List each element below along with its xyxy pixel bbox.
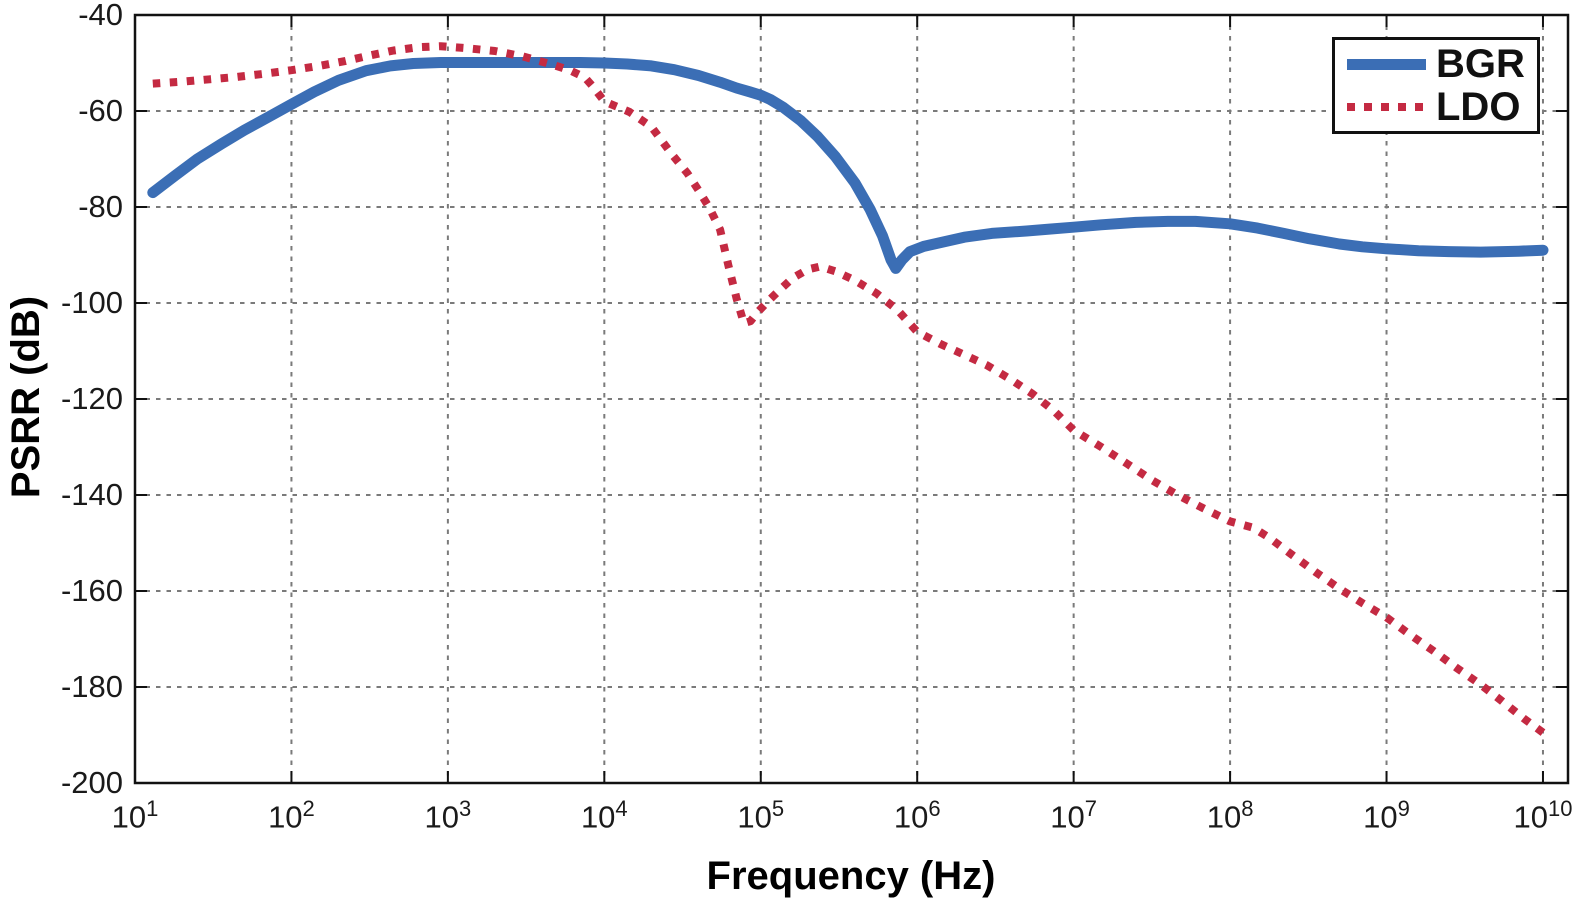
legend-label-ldo: LDO xyxy=(1436,85,1521,129)
x-tick-label: 1010 xyxy=(1513,796,1573,835)
y-tick-label: -180 xyxy=(60,669,123,704)
y-tick-label: -40 xyxy=(78,0,123,32)
x-tick-label: 105 xyxy=(737,796,785,835)
x-tick-label: 101 xyxy=(111,796,159,835)
x-axis-title: Frequency (Hz) xyxy=(706,854,996,898)
plot-border xyxy=(133,13,1570,785)
y-tick-label: -200 xyxy=(60,765,123,800)
x-tick-label: 108 xyxy=(1206,796,1254,835)
y-tick-label: -60 xyxy=(78,93,123,128)
y-tick-label: -80 xyxy=(78,189,123,224)
y-tick-label: -120 xyxy=(60,381,123,416)
legend-label-bgr: BGR xyxy=(1436,42,1525,86)
legend-entry-ldo: LDO xyxy=(1347,85,1537,129)
legend: BGR LDO xyxy=(1332,37,1540,134)
legend-line-sample-bgr xyxy=(1347,58,1426,70)
ldo-curve xyxy=(152,42,1546,736)
y-tick-label: -160 xyxy=(60,573,123,608)
bgr-curve xyxy=(147,57,1549,274)
legend-entry-bgr: BGR xyxy=(1347,42,1537,86)
x-tick-label: 107 xyxy=(1050,796,1097,835)
x-tick-label: 102 xyxy=(268,796,315,835)
y-tick-label: -100 xyxy=(60,285,123,320)
x-tick-label: 106 xyxy=(893,796,941,835)
y-axis-title: PSRR (dB) xyxy=(4,295,48,499)
x-tick-label: 103 xyxy=(424,796,472,835)
y-tick-label: -140 xyxy=(60,477,123,512)
legend-line-sample-ldo xyxy=(1347,103,1426,111)
x-tick-label: 104 xyxy=(580,796,628,835)
x-tick-label: 109 xyxy=(1363,796,1410,835)
